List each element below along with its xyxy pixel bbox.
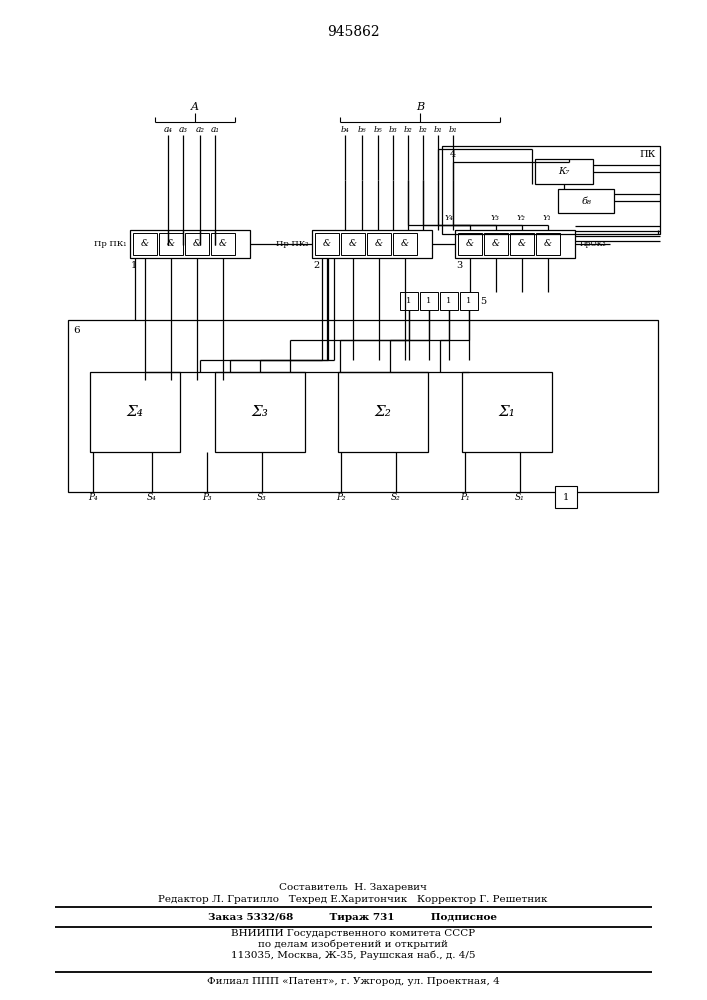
Bar <box>393 233 417 255</box>
Text: 1: 1 <box>407 297 411 305</box>
Text: A: A <box>191 102 199 112</box>
Bar <box>462 372 552 452</box>
Bar <box>312 230 432 258</box>
Text: a₂: a₂ <box>196 125 204 134</box>
Text: ПК: ПК <box>640 150 656 159</box>
Text: Σ₂: Σ₂ <box>375 405 392 419</box>
Bar <box>341 233 365 255</box>
Text: B: B <box>416 102 424 112</box>
Bar <box>159 233 183 255</box>
Bar <box>130 230 250 258</box>
Text: b₅: b₅ <box>373 126 382 134</box>
Text: &: & <box>193 239 201 248</box>
Bar <box>536 233 560 255</box>
Bar <box>535 159 593 184</box>
Text: Y₃: Y₃ <box>491 214 499 222</box>
Bar <box>215 372 305 452</box>
Text: &: & <box>466 239 474 248</box>
Text: a₃: a₃ <box>178 125 187 134</box>
Text: 6: 6 <box>73 326 80 335</box>
Bar <box>558 189 614 213</box>
Bar <box>90 372 180 452</box>
Text: &: & <box>167 239 175 248</box>
Text: &: & <box>375 239 383 248</box>
Text: 1: 1 <box>446 297 452 305</box>
Text: P₂: P₂ <box>337 492 346 502</box>
Text: Y₁: Y₁ <box>542 214 551 222</box>
Text: &: & <box>219 239 227 248</box>
Text: 2: 2 <box>313 261 320 270</box>
Text: б₈: б₈ <box>581 196 591 206</box>
Bar <box>555 486 577 508</box>
Bar <box>315 233 339 255</box>
Text: 3: 3 <box>456 261 462 270</box>
Text: b₁: b₁ <box>449 126 457 134</box>
Bar <box>420 292 438 310</box>
Text: a₄: a₄ <box>163 125 173 134</box>
Text: P₁: P₁ <box>460 492 470 502</box>
Text: Y₂: Y₂ <box>517 214 525 222</box>
Text: 1: 1 <box>467 297 472 305</box>
Text: b₂: b₂ <box>419 126 427 134</box>
Text: 945862: 945862 <box>327 25 380 39</box>
Text: 1: 1 <box>131 261 137 270</box>
Text: a₁: a₁ <box>211 125 219 134</box>
Bar <box>460 292 478 310</box>
Bar <box>68 320 658 492</box>
Bar <box>484 233 508 255</box>
Text: по делам изобретений и открытий: по делам изобретений и открытий <box>258 939 448 949</box>
Text: Пр ПК₁: Пр ПК₁ <box>95 240 127 248</box>
Bar <box>442 146 660 234</box>
Text: Составитель  Н. Захаревич: Составитель Н. Захаревич <box>279 884 427 892</box>
Bar <box>133 233 157 255</box>
Text: К₇: К₇ <box>559 167 570 176</box>
Text: Редактор Л. Гратилло   Техред Е.Харитончик   Корректор Г. Решетник: Редактор Л. Гратилло Техред Е.Харитончик… <box>158 896 548 904</box>
Text: b₂: b₂ <box>404 126 412 134</box>
Text: Σ₁: Σ₁ <box>498 405 515 419</box>
Text: &: & <box>518 239 526 248</box>
Text: S₂: S₂ <box>391 492 401 502</box>
Text: 113035, Москва, Ж-35, Раушская наб., д. 4/5: 113035, Москва, Ж-35, Раушская наб., д. … <box>230 950 475 960</box>
Bar <box>400 292 418 310</box>
Bar <box>458 233 482 255</box>
Text: b₄: b₄ <box>341 126 349 134</box>
Text: S₄: S₄ <box>147 492 157 502</box>
Text: S₁: S₁ <box>515 492 525 502</box>
Bar <box>211 233 235 255</box>
Text: &: & <box>141 239 149 248</box>
Text: Σ₄: Σ₄ <box>127 405 144 419</box>
Bar <box>185 233 209 255</box>
Text: ВНИИПИ Государственного комитета СССР: ВНИИПИ Государственного комитета СССР <box>231 928 475 938</box>
Text: Заказ 5332/68          Тираж 731          Подписное: Заказ 5332/68 Тираж 731 Подписное <box>209 912 498 922</box>
Bar <box>510 233 534 255</box>
Text: 5: 5 <box>480 296 486 306</box>
Bar <box>367 233 391 255</box>
Text: Y₄: Y₄ <box>445 214 453 222</box>
Text: b₃: b₃ <box>389 126 397 134</box>
Text: 1: 1 <box>563 492 569 502</box>
Text: b₁: b₁ <box>433 126 443 134</box>
Text: P₄: P₄ <box>88 492 98 502</box>
Text: ПрОК₂: ПрОК₂ <box>580 240 607 248</box>
Text: &: & <box>544 239 552 248</box>
Text: &: & <box>492 239 500 248</box>
Text: S₃: S₃ <box>257 492 267 502</box>
Text: 1: 1 <box>426 297 432 305</box>
Text: b₆: b₆ <box>358 126 366 134</box>
Text: Пр ПК₂: Пр ПК₂ <box>276 240 309 248</box>
Text: &: & <box>323 239 331 248</box>
Bar <box>338 372 428 452</box>
Text: Филиал ППП «Патент», г. Ужгород, ул. Проектная, 4: Филиал ППП «Патент», г. Ужгород, ул. Про… <box>206 978 499 986</box>
Bar <box>455 230 575 258</box>
Text: Σ₃: Σ₃ <box>252 405 269 419</box>
Text: &: & <box>401 239 409 248</box>
Text: P₃: P₃ <box>202 492 212 502</box>
Text: &: & <box>349 239 357 248</box>
Text: 4: 4 <box>450 150 456 159</box>
Bar <box>440 292 458 310</box>
